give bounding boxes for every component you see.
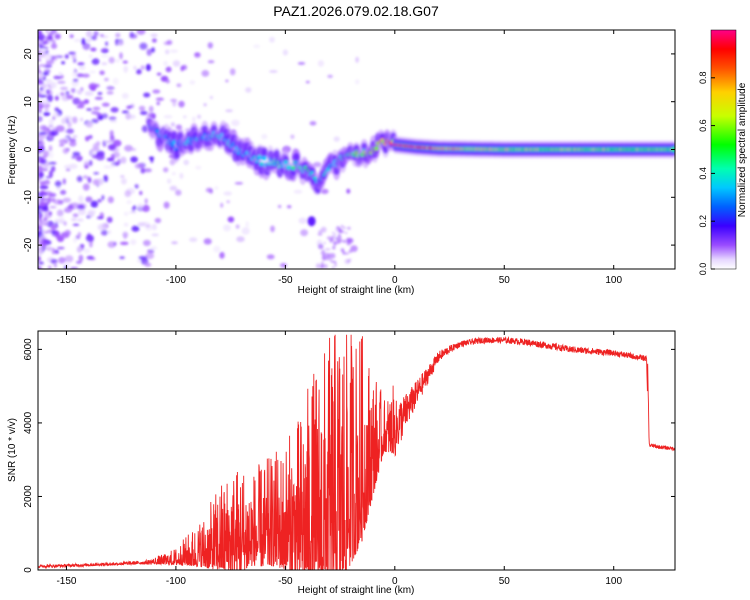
heatmap-x-tick-label: 50	[499, 275, 511, 286]
heatmap-y-tick-label: -10	[23, 190, 34, 205]
heatmap-y-tick-label: 0	[23, 146, 34, 152]
snr-series-line	[38, 334, 675, 570]
snr-y-tick-label: 6000	[23, 338, 34, 361]
snr-y-ticks: 0 2000 4000 6000	[23, 338, 675, 573]
heatmap-y-label: Frequency (Hz)	[7, 116, 18, 185]
snr-panel: -150 -100 -50 0 50 100 0 2000 4000 6000 Height o…	[7, 330, 676, 596]
colorbar-tick-label: 0.0	[698, 263, 708, 276]
colorbar-tick-label: 0.8	[698, 72, 708, 85]
snr-x-tick-label: 50	[499, 576, 511, 587]
snr-frame	[37, 330, 676, 571]
snr-x-label: Height of straight line (km)	[298, 585, 415, 596]
colorbar-tick-label: 0.2	[698, 215, 708, 228]
snr-x-tick-label: 0	[392, 576, 398, 587]
heatmap-y-ticks: -20 -10 0 10 20	[23, 48, 675, 252]
heatmap-x-label: Height of straight line (km)	[298, 285, 415, 296]
snr-x-tick-label: -150	[56, 576, 76, 587]
heatmap-content	[38, 30, 675, 269]
heatmap-y-tick-label: 20	[23, 48, 34, 60]
snr-x-tick-label: -50	[278, 576, 293, 587]
heatmap-x-tick-label: -50	[278, 275, 293, 286]
heatmap-x-tick-label: -100	[166, 275, 186, 286]
figure-title: PAZ1.2026.079.02.18.G07	[273, 3, 439, 19]
snr-y-label: SNR (10 * v/v)	[7, 418, 18, 482]
colorbar: 0.0 0.2 0.4 0.6 0.8 Normalized spectral ampl…	[698, 29, 748, 276]
snr-y-tick-label: 2000	[23, 485, 34, 508]
heatmap-x-tick-label: 0	[392, 275, 398, 286]
colorbar-frame	[710, 29, 737, 270]
colorbar-gradient	[711, 30, 736, 269]
heatmap-y-tick-label: 10	[23, 96, 34, 108]
heatmap-x-ticks: -150 -100 -50 0 50 100	[56, 30, 622, 286]
snr-x-ticks: -150 -100 -50 0 50 100	[56, 331, 622, 587]
colorbar-label: Normalized spectral amplitude	[737, 82, 748, 217]
snr-y-tick-label: 4000	[23, 411, 34, 434]
snr-x-tick-label: 100	[605, 576, 622, 587]
colorbar-ticks: 0.0 0.2 0.4 0.6 0.8	[698, 72, 715, 276]
heatmap-x-tick-label: 100	[605, 275, 622, 286]
snr-y-tick-label: 0	[23, 567, 34, 573]
snr-x-tick-label: -100	[166, 576, 186, 587]
colorbar-tick-label: 0.6	[698, 119, 708, 132]
heatmap-isolated-blob	[307, 216, 316, 227]
heatmap-ridge	[145, 112, 675, 195]
heatmap-y-tick-label: -20	[23, 237, 34, 252]
heatmap-x-tick-label: -150	[56, 275, 76, 286]
colorbar-tick-label: 0.4	[698, 167, 708, 180]
snr-content	[38, 334, 675, 570]
